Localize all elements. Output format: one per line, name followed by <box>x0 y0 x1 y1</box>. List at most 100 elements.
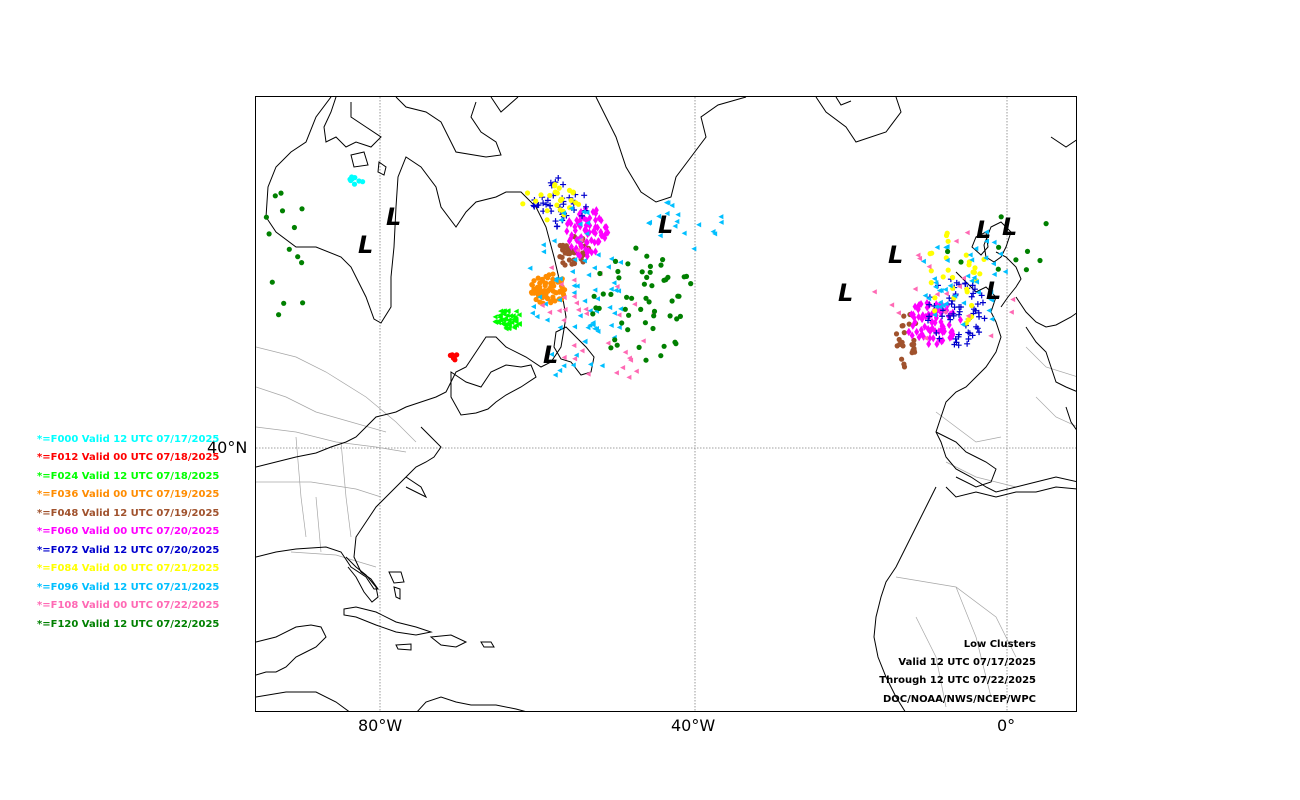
cluster-marker <box>933 284 939 290</box>
cluster-marker <box>915 252 921 258</box>
cluster-marker <box>625 327 631 333</box>
cluster-marker <box>972 307 979 314</box>
cluster-marker <box>541 249 547 255</box>
cluster-marker <box>988 333 994 339</box>
cluster-marker <box>530 304 536 310</box>
cluster-marker <box>916 312 922 321</box>
cluster-marker <box>571 342 577 349</box>
cluster-marker <box>506 325 512 331</box>
cluster-marker <box>272 193 278 199</box>
cluster-marker <box>647 269 653 275</box>
cluster-marker <box>593 216 599 225</box>
cluster-marker <box>998 214 1004 220</box>
cluster-marker <box>452 353 458 359</box>
cluster-marker <box>547 179 554 186</box>
cluster-marker <box>577 221 583 227</box>
cluster-marker <box>660 257 666 263</box>
cluster-marker <box>548 351 554 357</box>
cluster-marker <box>928 280 934 286</box>
cluster-marker <box>496 318 502 324</box>
cluster-marker <box>551 238 557 244</box>
cluster-marker <box>920 311 926 320</box>
cluster-marker <box>578 237 584 243</box>
cluster-marker <box>710 229 716 235</box>
cluster-marker <box>696 222 702 228</box>
cluster-marker <box>553 290 559 296</box>
cluster-marker <box>573 245 579 254</box>
cluster-marker <box>933 304 939 310</box>
cluster-marker <box>572 222 578 231</box>
low-center-symbol: L <box>888 241 904 269</box>
cluster-marker <box>620 365 626 371</box>
cluster-marker <box>492 314 498 320</box>
cluster-marker <box>909 342 915 348</box>
cluster-marker <box>569 231 575 240</box>
cluster-marker <box>619 320 625 326</box>
low-center-symbol: L <box>386 203 402 231</box>
cluster-marker <box>656 213 662 219</box>
cluster-marker <box>963 252 969 258</box>
cluster-marker <box>975 289 981 296</box>
cluster-marker <box>583 306 589 312</box>
cluster-marker <box>915 304 921 313</box>
cluster-marker <box>279 208 286 214</box>
cluster-marker <box>616 312 622 318</box>
cluster-marker <box>571 293 577 300</box>
cluster-marker <box>611 280 617 286</box>
cluster-marker <box>932 308 938 314</box>
cluster-marker <box>590 311 596 317</box>
cluster-marker <box>577 252 583 261</box>
cluster-marker <box>644 274 650 280</box>
cluster-marker <box>969 302 975 309</box>
info-source: DOC/NOAA/NWS/NCEP/WPC <box>883 694 1036 705</box>
cluster-marker <box>269 279 275 285</box>
cluster-marker <box>950 274 956 281</box>
cluster-marker <box>718 219 724 225</box>
cluster-marker <box>533 296 539 303</box>
cluster-marker <box>997 251 1003 257</box>
cluster-marker <box>558 281 564 287</box>
cluster-marker <box>496 312 502 319</box>
cluster-marker <box>593 209 599 218</box>
cluster-marker <box>647 263 653 269</box>
cluster-marker <box>276 312 282 318</box>
info-title: Low Clusters <box>963 639 1036 650</box>
cluster-marker <box>933 329 940 336</box>
cluster-marker <box>974 301 981 308</box>
cluster-marker <box>987 296 993 302</box>
cluster-marker <box>543 201 550 208</box>
cluster-marker <box>622 349 628 355</box>
cluster-marker <box>593 305 599 311</box>
cluster-marker <box>544 217 550 223</box>
cluster-marker <box>535 275 541 281</box>
cluster-marker <box>976 232 982 238</box>
cluster-marker <box>688 281 694 287</box>
cluster-marker <box>561 317 567 323</box>
cluster-marker <box>940 274 946 280</box>
cluster-marker <box>583 245 589 254</box>
cluster-marker <box>561 354 567 361</box>
cluster-marker <box>492 318 498 325</box>
cluster-marker <box>591 265 597 271</box>
cluster-marker <box>552 298 558 304</box>
cluster-marker <box>548 265 554 271</box>
cluster-marker <box>901 313 907 319</box>
cluster-marker <box>562 306 568 313</box>
cluster-marker <box>947 316 954 323</box>
cluster-marker <box>299 206 305 212</box>
cluster-marker <box>556 185 562 191</box>
cluster-marker <box>644 253 650 259</box>
cluster-marker <box>943 291 949 297</box>
cluster-marker <box>974 279 980 285</box>
cluster-marker <box>651 313 657 319</box>
map-canvas[interactable] <box>256 97 1077 712</box>
cluster-marker <box>573 352 579 358</box>
cluster-marker <box>554 202 560 208</box>
cluster-marker <box>996 244 1002 250</box>
cluster-marker <box>596 237 602 246</box>
cluster-marker <box>981 315 988 322</box>
cluster-marker <box>926 313 933 320</box>
cluster-marker <box>575 307 581 313</box>
low-center-symbol: L <box>986 277 1002 305</box>
